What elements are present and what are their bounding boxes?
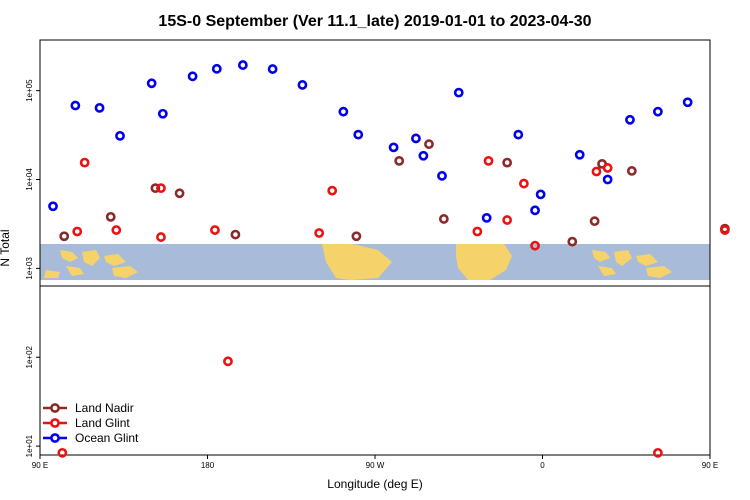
point-land-nadir bbox=[105, 211, 116, 222]
land-maritime-continent-right bbox=[592, 250, 672, 278]
point-ocean-glint bbox=[157, 108, 168, 119]
point-ocean-glint bbox=[625, 114, 635, 125]
x-tick-label: 90 W bbox=[366, 461, 385, 470]
point-land-glint bbox=[518, 178, 529, 189]
point-ocean-glint bbox=[411, 133, 421, 144]
point-land-glint bbox=[652, 447, 663, 458]
legend-marker-land-nadir bbox=[50, 403, 60, 413]
point-ocean-glint bbox=[437, 170, 447, 181]
point-land-glint bbox=[502, 215, 513, 225]
point-ocean-glint bbox=[574, 149, 585, 160]
point-land-glint bbox=[111, 225, 122, 235]
y-tick-label: 1e+04 bbox=[25, 168, 34, 191]
legend-label-land-nadir: Land Nadir bbox=[75, 401, 134, 415]
point-ocean-glint bbox=[481, 212, 492, 223]
point-land-nadir bbox=[59, 231, 70, 242]
data-points bbox=[48, 60, 730, 458]
y-tick-label: 1e+05 bbox=[25, 79, 34, 102]
legend-marker-ocean-glint bbox=[50, 433, 60, 443]
point-land-nadir bbox=[230, 229, 241, 240]
point-ocean-glint bbox=[652, 106, 663, 117]
point-land-glint bbox=[530, 240, 540, 251]
point-land-nadir bbox=[394, 155, 405, 166]
land-africa bbox=[456, 244, 512, 280]
point-land-glint bbox=[57, 447, 68, 458]
point-ocean-glint bbox=[237, 60, 248, 70]
y-tick-label: 1e+03 bbox=[25, 257, 34, 280]
point-ocean-glint bbox=[602, 174, 613, 185]
point-ocean-glint bbox=[418, 150, 429, 161]
point-land-glint bbox=[314, 228, 325, 238]
point-ocean-glint bbox=[388, 142, 399, 153]
point-land-glint bbox=[210, 225, 220, 235]
point-land-glint bbox=[72, 226, 83, 237]
point-ocean-glint bbox=[338, 106, 349, 117]
point-ocean-glint bbox=[535, 189, 546, 200]
point-ocean-glint bbox=[70, 100, 81, 111]
point-land-glint bbox=[472, 226, 483, 237]
point-land-glint bbox=[327, 185, 338, 196]
point-land-nadir bbox=[424, 139, 434, 150]
land-maritime-continent-left bbox=[44, 250, 138, 278]
point-ocean-glint bbox=[297, 80, 308, 90]
x-tick-label: 90 E bbox=[32, 461, 48, 470]
legend-marker-land-glint bbox=[50, 418, 60, 428]
land-south-america bbox=[322, 244, 392, 280]
point-ocean-glint bbox=[187, 71, 198, 82]
point-land-glint bbox=[591, 166, 602, 177]
point-land-nadir bbox=[351, 231, 362, 242]
point-land-glint bbox=[483, 155, 494, 166]
point-ocean-glint bbox=[530, 205, 540, 216]
chart-title: 15S-0 September (Ver 11.1_late) 2019-01-… bbox=[158, 13, 591, 30]
x-axis-label: Longitude (deg E) bbox=[327, 477, 422, 491]
point-land-nadir bbox=[174, 188, 185, 199]
point-land-glint bbox=[156, 232, 166, 242]
point-land-nadir bbox=[150, 183, 161, 194]
point-land-nadir bbox=[438, 214, 449, 224]
y-axis-label: N Total bbox=[0, 229, 12, 266]
point-ocean-glint bbox=[115, 130, 125, 141]
point-ocean-glint bbox=[267, 64, 278, 74]
x-tick-label: 180 bbox=[201, 461, 215, 470]
point-ocean-glint bbox=[453, 87, 464, 98]
point-ocean-glint bbox=[94, 102, 105, 113]
point-ocean-glint bbox=[513, 129, 524, 140]
point-land-glint bbox=[719, 225, 730, 235]
point-land-nadir bbox=[567, 236, 578, 247]
point-land-glint bbox=[79, 157, 90, 168]
legend-label-ocean-glint: Ocean Glint bbox=[75, 431, 139, 445]
x-tick-label: 90 E bbox=[702, 461, 718, 470]
point-land-nadir bbox=[502, 157, 513, 168]
point-land-nadir bbox=[589, 216, 600, 227]
y-axis: 1e+01 1e+02 1e+03 1e+04 1e+05 bbox=[25, 79, 40, 457]
y-tick-label: 1e+01 bbox=[25, 434, 34, 457]
point-ocean-glint bbox=[146, 78, 157, 89]
point-ocean-glint bbox=[682, 97, 693, 108]
legend-label-land-glint: Land Glint bbox=[75, 416, 130, 430]
point-ocean-glint bbox=[48, 201, 58, 212]
y-tick-label: 1e+02 bbox=[25, 345, 34, 368]
point-land-glint bbox=[223, 356, 233, 367]
point-ocean-glint bbox=[211, 63, 222, 74]
point-ocean-glint bbox=[353, 129, 364, 140]
point-land-nadir bbox=[626, 166, 637, 176]
point-land-glint bbox=[602, 163, 613, 173]
world-map-strip bbox=[40, 244, 710, 280]
x-tick-label: 0 bbox=[540, 461, 545, 470]
point-land-glint bbox=[156, 183, 166, 194]
